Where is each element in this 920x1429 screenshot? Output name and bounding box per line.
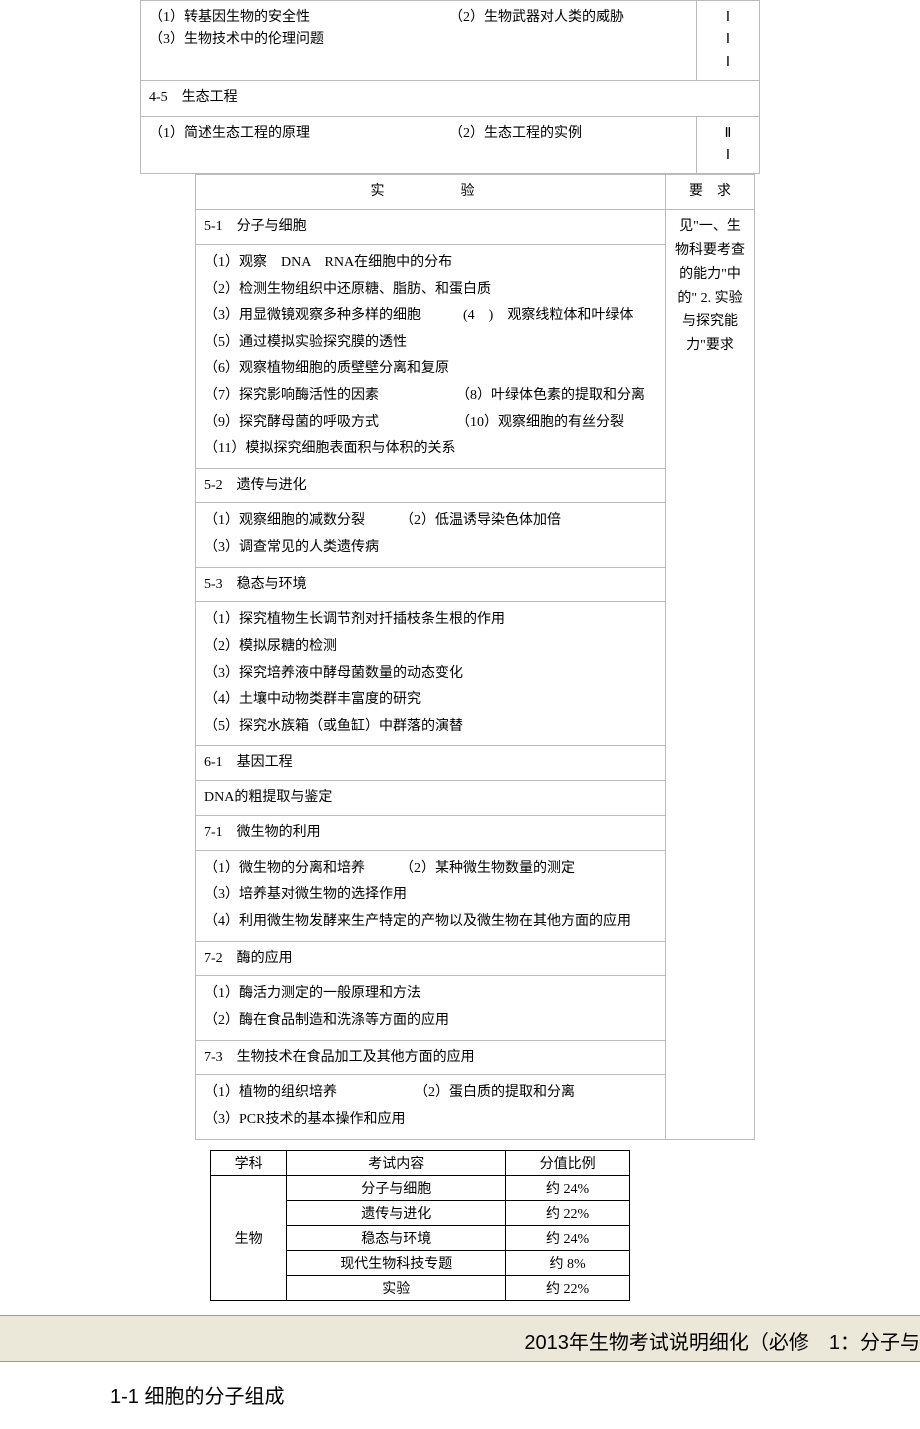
- exp-header-label: 实 验: [196, 175, 666, 210]
- pct-row-pct: 约 24%: [506, 1225, 630, 1250]
- exp-line: （1）观察 DNA RNA在细胞中的分布: [204, 250, 657, 277]
- item-gmo-safety: （1）转基因生物的安全性: [149, 7, 449, 29]
- exp-line: （3）培养基对微生物的选择作用: [204, 882, 657, 909]
- exp-section-7-2-title: 7-2 酶的应用: [196, 941, 666, 976]
- exp-req-header: 要 求: [666, 175, 755, 210]
- exp-line: （1）观察细胞的减数分裂 （2）低温诱导染色体加倍: [204, 508, 657, 535]
- section-4-5-header: 4-5 生态工程: [141, 81, 760, 116]
- exp-line: （1）酶活力测定的一般原理和方法: [204, 981, 657, 1008]
- req-level: Ⅰ: [705, 29, 751, 51]
- exp-section-7-1-body: （1）微生物的分离和培养 （2）某种微生物数量的测定 （3）培养基对微生物的选择…: [196, 850, 666, 941]
- exp-line: （3）探究培养液中酵母菌数量的动态变化: [204, 661, 657, 688]
- exp-line: （1）微生物的分离和培养 （2）某种微生物数量的测定: [204, 856, 657, 883]
- pct-row-pct: 约 22%: [506, 1200, 630, 1225]
- exp-section-7-3-title: 7-3 生物技术在食品加工及其他方面的应用: [196, 1040, 666, 1075]
- exp-line: （4）利用微生物发酵来生产特定的产物以及微生物在其他方面的应用: [204, 909, 657, 936]
- pct-row-content: 分子与细胞: [287, 1175, 506, 1200]
- exp-line: （1）探究植物生长调节剂对扦插枝条生根的作用: [204, 607, 657, 634]
- exp-section-5-1-title: 5-1 分子与细胞: [196, 210, 666, 245]
- exp-line: （2）检测生物组织中还原糖、脂肪、和蛋白质: [204, 277, 657, 304]
- exp-section-7-1-title: 7-1 微生物的利用: [196, 816, 666, 851]
- exp-section-6-1-title: 6-1 基因工程: [196, 746, 666, 781]
- exp-line: （3）用显微镜观察多种多样的细胞 (4 ) 观察线粒体和叶绿体: [204, 303, 657, 330]
- item-bio-ethics: （3）生物技术中的伦理问题: [149, 29, 688, 51]
- item-eco-example: （2）生态工程的实例: [449, 123, 582, 145]
- exp-line: （3）调查常见的人类遗传病: [204, 535, 657, 562]
- exp-line: （4）土壤中动物类群丰富度的研究: [204, 687, 657, 714]
- exp-section-5-2-title: 5-2 遗传与进化: [196, 468, 666, 503]
- req-level: Ⅰ: [705, 52, 751, 74]
- exp-section-5-2-body: （1）观察细胞的减数分裂 （2）低温诱导染色体加倍 （3）调查常见的人类遗传病: [196, 503, 666, 567]
- req-level: Ⅱ: [705, 123, 751, 145]
- pct-row-content: 现代生物科技专题: [287, 1250, 506, 1275]
- pct-header-subject: 学科: [211, 1150, 287, 1175]
- exp-line: （2）酶在食品制造和洗涤等方面的应用: [204, 1008, 657, 1035]
- req-col: Ⅰ Ⅰ Ⅰ: [697, 1, 760, 81]
- exp-line: （5）探究水族箱（或鱼缸）中群落的演替: [204, 714, 657, 741]
- pct-row-pct: 约 24%: [506, 1175, 630, 1200]
- item-bio-weapon: （2）生物武器对人类的威胁: [449, 7, 624, 29]
- gmo-safety-cell: （1）转基因生物的安全性 （2）生物武器对人类的威胁 （3）生物技术中的伦理问题: [141, 1, 697, 81]
- exp-section-5-1-body: （1）观察 DNA RNA在细胞中的分布 （2）检测生物组织中还原糖、脂肪、和蛋…: [196, 244, 666, 468]
- exp-section-6-1-body: DNA的粗提取与鉴定: [196, 781, 666, 816]
- pct-row-pct: 约 22%: [506, 1275, 630, 1300]
- top-outline-table: （1）转基因生物的安全性 （2）生物武器对人类的威胁 （3）生物技术中的伦理问题…: [140, 0, 760, 174]
- exp-req-note: 见"一、生物科要考查的能力"中的" 2. 实验与探究能力"要求: [666, 210, 755, 1139]
- req-level: Ⅰ: [705, 7, 751, 29]
- exp-line: （9）探究酵母菌的呼吸方式 （10）观察细胞的有丝分裂: [204, 410, 657, 437]
- exp-line: （7）探究影响酶活性的因素 （8）叶绿体色素的提取和分离: [204, 383, 657, 410]
- exp-line: （6）观察植物细胞的质壁壁分离和复原: [204, 356, 657, 383]
- exp-line: （1）植物的组织培养 （2）蛋白质的提取和分离: [204, 1080, 657, 1107]
- req-col: Ⅱ Ⅰ: [697, 116, 760, 174]
- year-banner: 2013年生物考试说明细化（必修 1：分子与: [0, 1315, 920, 1362]
- exp-line: （3）PCR技术的基本操作和应用: [204, 1107, 657, 1134]
- exp-section-7-3-body: （1）植物的组织培养 （2）蛋白质的提取和分离 （3）PCR技术的基本操作和应用: [196, 1075, 666, 1139]
- score-percentage-table: 学科 考试内容 分值比例 生物 分子与细胞 约 24% 遗传与进化 约 22% …: [210, 1150, 630, 1301]
- exp-section-5-3-body: （1）探究植物生长调节剂对扦插枝条生根的作用 （2）模拟尿糖的检测 （3）探究培…: [196, 602, 666, 746]
- exp-section-5-3-title: 5-3 稳态与环境: [196, 567, 666, 602]
- exp-line: （5）通过模拟实验探究膜的透性: [204, 330, 657, 357]
- pct-header-content: 考试内容: [287, 1150, 506, 1175]
- experiment-table: 实 验 要 求 5-1 分子与细胞 见"一、生物科要考查的能力"中的" 2. 实…: [195, 174, 755, 1139]
- section-1-1-title: 1-1 细胞的分子组成: [110, 1380, 920, 1409]
- pct-row-content: 遗传与进化: [287, 1200, 506, 1225]
- pct-subject: 生物: [211, 1175, 287, 1300]
- exp-section-7-2-body: （1）酶活力测定的一般原理和方法 （2）酶在食品制造和洗涤等方面的应用: [196, 976, 666, 1040]
- req-level: Ⅰ: [705, 145, 751, 167]
- item-eco-principle: （1）简述生态工程的原理: [149, 123, 449, 145]
- pct-row-content: 实验: [287, 1275, 506, 1300]
- eco-eng-cell: （1）简述生态工程的原理 （2）生态工程的实例: [141, 116, 697, 174]
- exp-line: （2）模拟尿糖的检测: [204, 634, 657, 661]
- pct-header-pct: 分值比例: [506, 1150, 630, 1175]
- pct-row-pct: 约 8%: [506, 1250, 630, 1275]
- exp-line: （11）模拟探究细胞表面积与体积的关系: [204, 436, 657, 463]
- pct-row-content: 稳态与环境: [287, 1225, 506, 1250]
